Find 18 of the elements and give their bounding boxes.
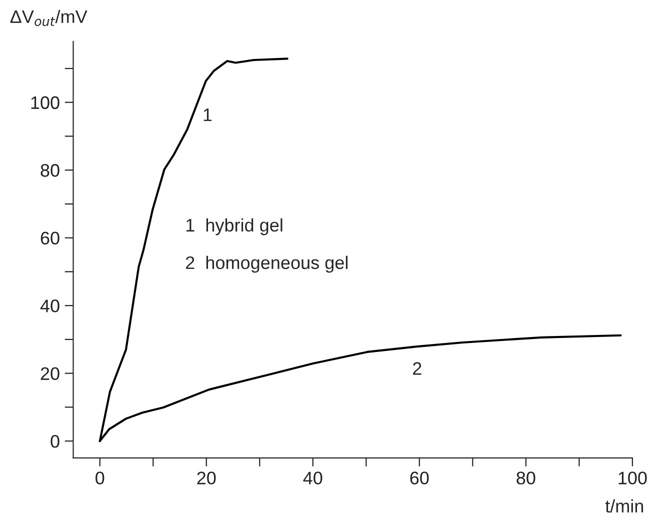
y-tick-label: 0 (50, 434, 60, 448)
annotation: 2 (413, 362, 422, 375)
x-tick-label: 60 (410, 472, 429, 484)
annotation: 2 homogeneous gel (186, 256, 348, 273)
x-axis-title: t/min (605, 499, 644, 513)
x-tick-label: 0 (96, 472, 104, 484)
annotation: 1 (204, 108, 212, 122)
x-tick-label: 20 (197, 472, 216, 484)
x-tick-label: 80 (516, 472, 536, 484)
x-tick-label: 100 (618, 472, 647, 484)
x-tick-label: 40 (303, 472, 322, 484)
annotation: 1 hybrid gel (186, 218, 282, 236)
y-tick-label: 20 (40, 367, 60, 380)
y-tick-label: 40 (40, 300, 60, 312)
y-tick-label: 80 (40, 164, 60, 177)
y-axis-title: ΔV$_{out}$/mV (10, 10, 88, 26)
y-tick-label: 60 (40, 232, 60, 245)
y-tick-label: 100 (31, 96, 60, 110)
